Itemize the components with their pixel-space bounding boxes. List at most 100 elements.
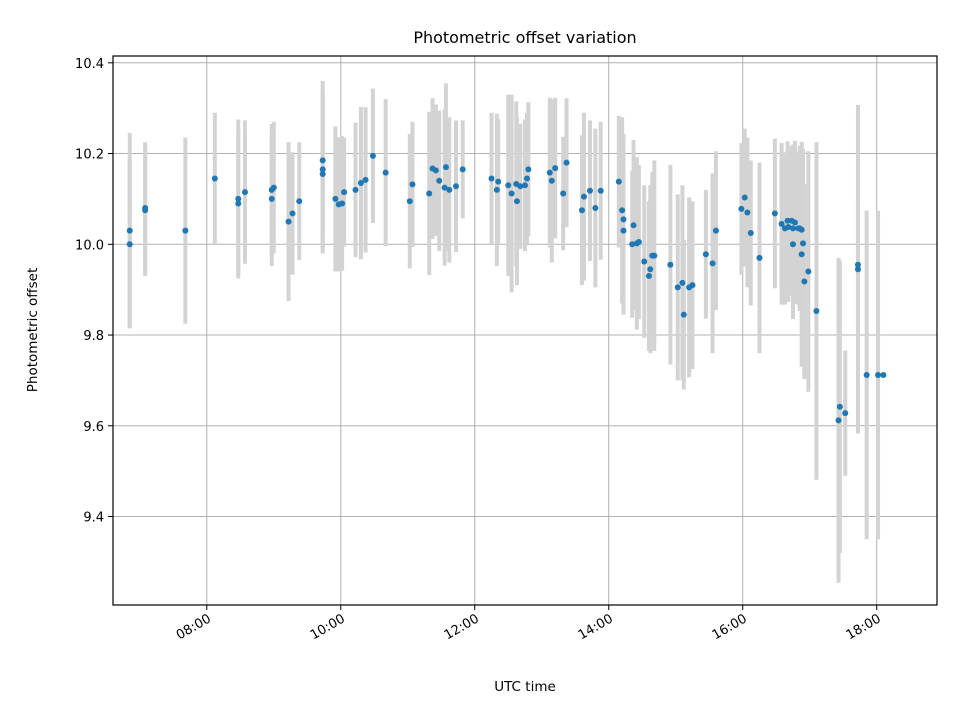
data-point — [641, 258, 648, 265]
data-point — [702, 251, 709, 258]
y-tick-label: 9.4 — [83, 511, 104, 526]
x-tick-label: 12:00 — [442, 611, 482, 643]
data-point — [319, 157, 326, 164]
data-point — [689, 282, 696, 289]
data-point — [835, 417, 842, 424]
data-point — [771, 210, 778, 217]
data-point — [296, 198, 303, 205]
data-point — [442, 164, 449, 171]
data-point — [586, 187, 593, 194]
data-point — [619, 207, 626, 214]
data-point — [620, 216, 627, 223]
data-point — [842, 410, 849, 417]
data-point — [362, 176, 369, 183]
data-point — [738, 205, 745, 212]
data-point — [580, 193, 587, 200]
x-axis-ticks: 08:00 10:00 12:00 14:00 16:00 18:00 — [174, 605, 884, 643]
data-point — [854, 266, 861, 273]
x-tick-label: 14:00 — [576, 611, 616, 643]
data-point — [357, 180, 364, 187]
y-tick-label: 10.2 — [75, 148, 104, 163]
data-point — [578, 207, 585, 214]
data-point — [488, 175, 495, 182]
data-point — [352, 186, 359, 193]
data-point — [592, 204, 599, 211]
y-axis-label: Photometric offset — [25, 268, 41, 392]
data-point — [426, 190, 433, 197]
data-points — [126, 152, 887, 424]
data-point — [854, 261, 861, 268]
data-point — [452, 183, 459, 190]
data-point — [409, 181, 416, 188]
y-tick-label: 10.4 — [75, 57, 104, 72]
data-point — [525, 166, 532, 173]
data-point — [341, 189, 348, 196]
data-point — [495, 178, 502, 185]
data-point — [630, 222, 637, 229]
data-point — [620, 227, 627, 234]
data-point — [522, 182, 528, 189]
x-tick-label: 08:00 — [174, 611, 214, 643]
data-point — [875, 371, 882, 378]
x-axis-label: UTC time — [494, 679, 556, 695]
y-tick-label: 10.0 — [75, 238, 104, 253]
y-tick-label: 9.8 — [83, 329, 104, 344]
data-point — [785, 224, 792, 231]
x-tick-label: 18:00 — [844, 611, 884, 643]
data-point — [270, 184, 277, 191]
data-point — [680, 311, 687, 318]
data-point — [563, 159, 570, 166]
data-point — [319, 166, 326, 173]
data-point — [756, 254, 763, 261]
data-point — [517, 183, 524, 190]
data-point — [369, 152, 376, 159]
data-point — [211, 175, 218, 182]
data-point — [747, 229, 754, 236]
data-point — [339, 200, 346, 207]
data-point — [791, 219, 798, 226]
data-point — [798, 251, 805, 258]
data-point — [235, 200, 242, 207]
data-point — [493, 186, 500, 193]
data-point — [182, 227, 189, 234]
data-point — [863, 371, 870, 378]
data-point — [651, 252, 658, 259]
plot-frame — [112, 55, 938, 606]
data-point — [289, 210, 296, 217]
data-point — [441, 184, 448, 191]
data-point — [597, 187, 604, 194]
data-point — [801, 278, 808, 285]
data-point — [524, 175, 531, 182]
data-point — [332, 195, 339, 202]
data-point — [560, 190, 567, 197]
data-point — [548, 177, 555, 184]
data-point — [505, 182, 512, 189]
data-point — [615, 178, 622, 185]
data-point — [805, 268, 812, 275]
data-point — [709, 260, 716, 267]
data-point — [880, 371, 887, 378]
x-tick-label: 10:00 — [308, 611, 348, 643]
data-point — [667, 261, 674, 268]
data-point — [432, 167, 439, 174]
data-point — [446, 186, 453, 193]
x-tick-label: 16:00 — [710, 611, 750, 643]
data-point — [647, 266, 654, 273]
chart-title: Photometric offset variation — [413, 28, 636, 47]
data-point — [712, 227, 719, 234]
data-point — [552, 165, 559, 172]
data-point — [813, 307, 820, 314]
data-point — [778, 220, 785, 227]
data-point — [635, 239, 642, 246]
y-axis-ticks: 9.4 9.6 9.8 10.0 10.2 10.4 — [75, 57, 113, 526]
data-point — [142, 207, 149, 214]
data-point — [235, 195, 242, 202]
data-point — [319, 170, 326, 177]
data-point — [789, 225, 796, 232]
data-point — [674, 284, 681, 291]
data-point — [741, 194, 748, 201]
data-point — [382, 169, 389, 176]
data-point — [744, 209, 751, 216]
data-point — [546, 169, 553, 176]
data-point — [629, 241, 636, 248]
